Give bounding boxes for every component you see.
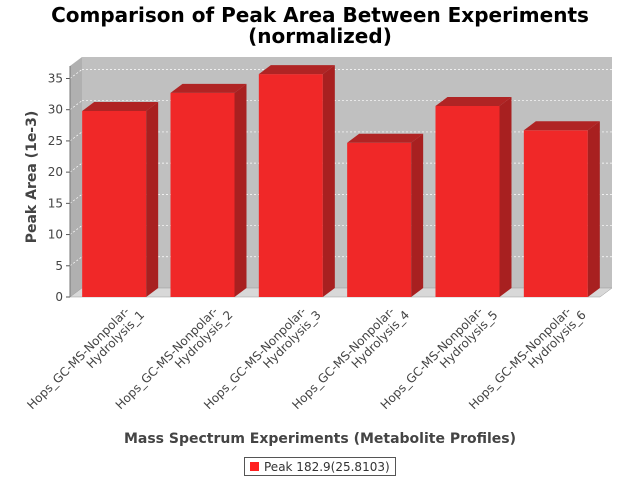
y-axis-label: Peak Area (1e-3) bbox=[24, 110, 40, 244]
bar bbox=[258, 74, 323, 298]
bar bbox=[347, 142, 412, 297]
y-tick-label: 5 bbox=[55, 259, 63, 273]
bar-side bbox=[587, 121, 600, 297]
x-axis-label: Mass Spectrum Experiments (Metabolite Pr… bbox=[123, 431, 517, 447]
grid-line-side bbox=[69, 69, 83, 79]
bar-top bbox=[347, 133, 424, 143]
y-tick-label: 15 bbox=[48, 196, 63, 210]
legend-swatch bbox=[250, 462, 259, 471]
y-tick-label: 35 bbox=[48, 71, 63, 85]
y-tick-label: 0 bbox=[55, 290, 63, 304]
legend-label: Peak 182.9(25.8103) bbox=[264, 459, 390, 474]
bar bbox=[435, 105, 500, 297]
grid-line-side bbox=[69, 162, 83, 173]
bar-top bbox=[523, 121, 600, 131]
bar-top bbox=[435, 96, 512, 106]
grid-line-side bbox=[69, 194, 83, 204]
grid-line-side bbox=[69, 225, 83, 235]
grid-line-side bbox=[69, 100, 83, 110]
legend: Peak 182.9(25.8103) bbox=[244, 457, 396, 476]
bar bbox=[170, 92, 235, 297]
plot-side-wall bbox=[70, 57, 82, 297]
bar-top bbox=[82, 101, 159, 111]
bar-top bbox=[258, 65, 335, 75]
bar-side bbox=[411, 133, 424, 297]
plot-back-wall bbox=[82, 57, 612, 288]
bar-side bbox=[146, 101, 159, 297]
y-tick-label: 20 bbox=[48, 165, 63, 179]
chart-title: Comparison of Peak Area Between Experime… bbox=[51, 3, 589, 27]
chart-subtitle: (normalized) bbox=[248, 24, 392, 48]
bar-top bbox=[170, 83, 247, 93]
grid-line-side bbox=[69, 256, 83, 267]
bar bbox=[523, 130, 588, 297]
y-tick-label: 10 bbox=[48, 228, 63, 242]
y-tick-label: 30 bbox=[48, 103, 63, 117]
x-tick-label-line: Hops_GC-MS-Nonpolar- bbox=[24, 304, 132, 412]
bar-side bbox=[234, 83, 247, 297]
bar bbox=[82, 110, 147, 297]
bar-side bbox=[322, 65, 335, 298]
grid-line-side bbox=[69, 131, 83, 142]
bar-side bbox=[499, 96, 512, 297]
y-tick-label: 25 bbox=[48, 134, 63, 148]
